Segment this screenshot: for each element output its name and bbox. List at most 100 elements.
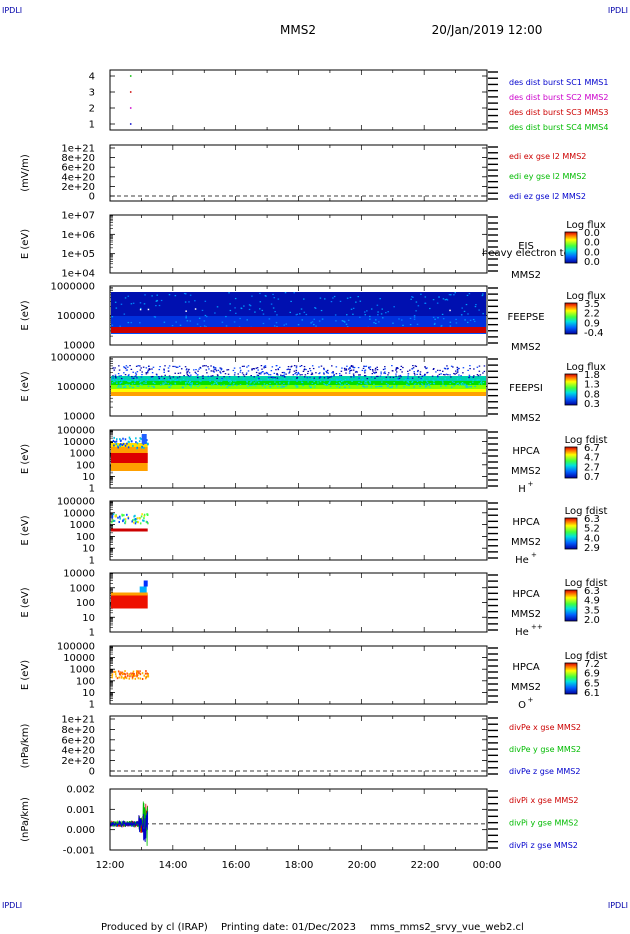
y-tick-label: 1 [89, 628, 95, 639]
spectrogram-pixel [111, 673, 114, 676]
spectrogram-pixel [134, 522, 137, 525]
spectrogram-pixel [119, 438, 121, 441]
spectrogram-pixel [176, 378, 179, 380]
spectrogram-pixel [387, 379, 389, 381]
spectrogram-pixel [119, 325, 121, 327]
spectrogram-pixel [134, 519, 137, 522]
spectrogram-pixel [341, 367, 343, 369]
spectrogram-pixel [258, 377, 260, 379]
colorbar-tick: 6.1 [584, 688, 600, 699]
spectrogram-pixel [127, 375, 130, 377]
bottom-right-tag: IPDLI [608, 901, 628, 910]
spectrogram-pixel [141, 513, 143, 516]
spectrogram-pixel [345, 369, 348, 371]
spectrogram-pixel [159, 384, 162, 386]
spectrogram-pixel [293, 370, 296, 372]
legend-entry: divPi z gse MMS2 [509, 841, 578, 850]
spectrogram-pixel [313, 377, 316, 379]
spectrogram-pixel [175, 366, 178, 368]
spectrogram-pixel [267, 378, 270, 381]
colorbar-tick: 2.9 [584, 543, 600, 554]
spectrogram-pixel [154, 382, 156, 385]
colorbar-tick: 0.7 [584, 472, 600, 483]
spectrogram-pixel [276, 377, 279, 379]
spectrogram-pixel [406, 381, 409, 383]
spectrogram-pixel [223, 384, 225, 386]
spectrogram-pixel [327, 372, 329, 374]
spectrogram-pixel [253, 376, 255, 378]
spectrogram-pixel [115, 378, 117, 380]
spectrogram-pixel [198, 368, 200, 370]
spectrogram-pixel [111, 674, 113, 677]
spectrogram-pixel [289, 311, 291, 314]
spectrogram-pixel [387, 378, 389, 380]
spectrogram-pixel [375, 375, 378, 378]
spectrogram-pixel [123, 514, 125, 517]
spectrogram-pixel [438, 296, 440, 298]
spectrogram-pixel [458, 384, 461, 386]
spectrogram-pixel [123, 386, 125, 388]
spectrogram-pixel [342, 380, 345, 382]
spectrogram-pixel [265, 371, 268, 374]
spectrogram-pixel [254, 311, 256, 313]
spectrogram-pixel [462, 372, 464, 374]
spectrogram-pixel [383, 372, 385, 374]
spectrogram-pixel [419, 371, 422, 373]
spectrogram-pixel [252, 380, 254, 382]
spectrogram-pixel [371, 369, 374, 371]
spectrogram-pixel [243, 375, 246, 377]
legend-entry: des dist burst SC4 MMS4 [509, 123, 608, 132]
spectrogram-pixel [399, 368, 402, 371]
spectrogram-pixel [392, 322, 394, 324]
mission-label: MMS2 [511, 342, 541, 353]
spectrogram-pixel [338, 381, 341, 384]
spectrogram-pixel [449, 309, 451, 312]
colorbar-tick: 5.2 [584, 524, 600, 535]
spectrogram-pixel [257, 369, 259, 371]
spectrogram-pixel [170, 384, 172, 386]
spectrogram-pixel [318, 366, 320, 368]
spectrogram-pixel [246, 381, 248, 383]
spectrogram-pixel [136, 371, 139, 373]
spectrogram-pixel [147, 673, 150, 676]
spectrogram-pixel [449, 325, 452, 327]
spectrogram-pixel [115, 675, 117, 678]
instrument-label: EIS [518, 241, 534, 252]
spectrogram-pixel [229, 382, 231, 384]
spectrogram-pixel [156, 294, 158, 296]
spectrogram-pixel [143, 517, 145, 520]
spectrogram-pixel [379, 385, 381, 387]
spectrogram-pixel [233, 321, 236, 323]
spectrogram-pixel [331, 372, 333, 374]
spectrogram-pixel [425, 380, 428, 382]
spectrogram-pixel [249, 384, 251, 386]
spectrogram-pixel [467, 378, 469, 380]
spectrogram-pixel [382, 368, 385, 371]
spectrogram-pixel [256, 379, 259, 381]
y-tick-label: 6e+20 [61, 163, 95, 174]
spectrogram-pixel [208, 368, 210, 370]
spectrogram-pixel [185, 383, 187, 385]
spectrogram-pixel [294, 373, 296, 375]
spectrogram-pixel [391, 386, 393, 389]
spectrogram-pixel [160, 375, 163, 377]
spectrogram-pixel [384, 371, 386, 373]
spectrogram-pixel [469, 368, 471, 370]
spectrogram-pixel [186, 379, 189, 381]
spectrogram-pixel [117, 385, 120, 387]
spectrogram-pixel [124, 520, 127, 523]
spectrogram-pixel [277, 374, 279, 376]
spectrogram-pixel [298, 372, 300, 375]
spectrogram-pixel [282, 374, 285, 377]
spectrogram-pixel [111, 324, 114, 326]
spectrogram-pixel [117, 516, 119, 519]
spectrogram-pixel [246, 380, 248, 382]
spectrogram-pixel [357, 367, 360, 369]
spectrogram-pixel [133, 672, 135, 675]
spectrogram-pixel [468, 386, 470, 388]
spectrogram-pixel [421, 379, 423, 381]
spectrogram-pixel [187, 375, 190, 377]
spectrogram-block [111, 594, 148, 609]
spectrogram-pixel [319, 376, 321, 378]
spectrogram-pixel [440, 325, 442, 327]
